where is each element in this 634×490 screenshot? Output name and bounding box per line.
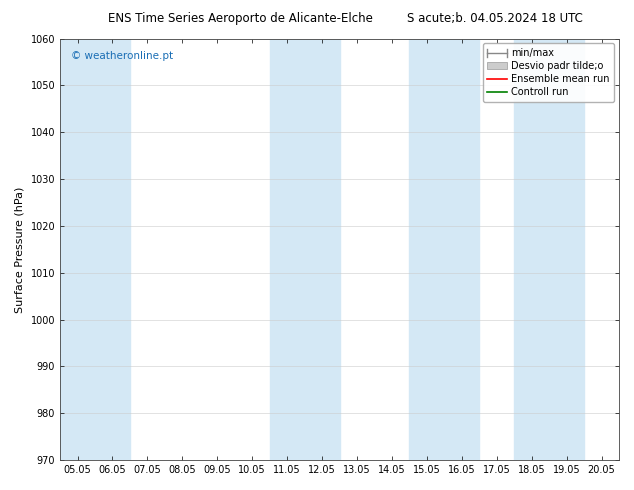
- Bar: [269, 39, 340, 460]
- Bar: [514, 39, 584, 460]
- Legend: min/max, Desvio padr tilde;o, Ensemble mean run, Controll run: min/max, Desvio padr tilde;o, Ensemble m…: [482, 44, 614, 102]
- Text: ENS Time Series Aeroporto de Alicante-Elche: ENS Time Series Aeroporto de Alicante-El…: [108, 12, 373, 25]
- Bar: [410, 39, 479, 460]
- Text: © weatheronline.pt: © weatheronline.pt: [71, 51, 173, 61]
- Bar: [60, 39, 130, 460]
- Y-axis label: Surface Pressure (hPa): Surface Pressure (hPa): [15, 186, 25, 313]
- Text: S acute;b. 04.05.2024 18 UTC: S acute;b. 04.05.2024 18 UTC: [406, 12, 583, 25]
